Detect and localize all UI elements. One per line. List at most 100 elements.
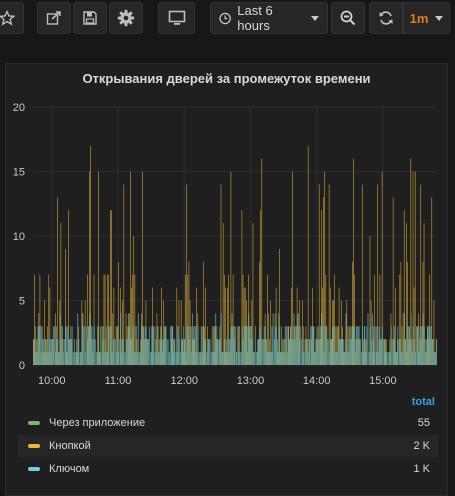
bar-key — [66, 326, 68, 365]
bar-key — [276, 339, 278, 365]
bar-button — [57, 197, 58, 365]
bar-key — [56, 339, 58, 365]
bar-key — [217, 339, 219, 365]
bar-button — [420, 184, 422, 365]
bar-key — [151, 326, 153, 365]
save-icon — [83, 11, 97, 25]
bar-button — [55, 313, 56, 353]
bar-button — [340, 300, 342, 365]
legend-total-header[interactable]: total — [411, 396, 435, 408]
bar-key — [407, 326, 409, 365]
bar-key — [379, 339, 381, 365]
bar-key — [121, 339, 123, 365]
tv-mode-button[interactable] — [158, 2, 195, 34]
bar-button — [418, 313, 419, 365]
bar-key — [346, 352, 348, 365]
share-icon — [46, 11, 61, 25]
bar-key — [278, 313, 280, 365]
bar-key — [89, 313, 91, 365]
bar-key — [261, 339, 263, 365]
bar-key — [141, 326, 143, 365]
bar-button — [180, 300, 182, 365]
save-dashboard-button[interactable] — [73, 2, 107, 34]
bar-button — [35, 326, 36, 365]
legend-series-total: 55 — [417, 417, 430, 429]
bar-button — [251, 300, 253, 365]
bar-key — [400, 352, 402, 365]
bar-key — [293, 313, 295, 365]
bar-key — [35, 352, 37, 365]
bar-key — [285, 326, 287, 365]
bar-key — [214, 352, 216, 365]
bar-key — [197, 326, 199, 365]
bar-key — [255, 352, 258, 365]
bar-key — [212, 326, 214, 365]
bar-button — [47, 326, 48, 365]
share-dashboard-button[interactable] — [37, 2, 71, 34]
bar-key — [262, 339, 264, 365]
bar-key — [402, 339, 404, 365]
bar-key — [299, 339, 301, 365]
bar-key — [182, 339, 184, 365]
bar-key — [150, 352, 152, 365]
bar-key — [355, 339, 357, 365]
bar-key — [39, 326, 41, 365]
door-openings-chart[interactable]: 0 5 10 15 20 10:00 11:00 12:00 13:00 14:00 15:00 — [6, 64, 447, 394]
bar-button — [270, 300, 271, 353]
bar-key — [143, 339, 145, 365]
bar-key — [63, 339, 65, 365]
bar-key — [80, 352, 82, 365]
bar-key — [238, 352, 240, 365]
bar-key — [33, 339, 35, 365]
bar-key — [125, 339, 127, 365]
bar-key — [235, 326, 237, 365]
zoom-out-button[interactable] — [331, 2, 365, 34]
bar-button — [232, 274, 234, 365]
legend-item[interactable]: Ключом 1 K — [18, 458, 438, 480]
bar-key — [205, 339, 207, 365]
bar-key — [329, 339, 331, 365]
bar-key — [311, 326, 313, 365]
star-dashboard-button[interactable] — [0, 2, 24, 34]
bar-key — [215, 313, 217, 365]
legend-series-name: Кнопкой — [49, 440, 91, 452]
bar-key — [55, 352, 57, 365]
bar-key — [328, 352, 330, 365]
bar-button — [230, 171, 232, 365]
bar-key — [378, 326, 380, 365]
bar-key — [370, 339, 372, 365]
refresh-button[interactable] — [369, 2, 403, 34]
bar-key — [109, 326, 111, 365]
chevron-down-icon — [435, 15, 444, 21]
refresh-interval-picker[interactable]: 1m — [403, 2, 450, 34]
bar-key — [403, 313, 405, 365]
bar-key — [342, 339, 344, 365]
bar-key — [45, 339, 47, 365]
bar-key — [196, 352, 198, 365]
time-range-picker[interactable]: Last 6 hours — [210, 2, 328, 34]
bar-key — [274, 326, 276, 365]
bar-key — [83, 326, 85, 365]
bar-key — [385, 352, 387, 365]
legend-item[interactable]: Через приложение 55 — [18, 412, 438, 434]
bar-key — [350, 339, 352, 365]
panel-title[interactable]: Открывания дверей за промежуток времени — [82, 71, 371, 86]
bar-button — [228, 274, 229, 365]
bar-key — [430, 326, 432, 365]
y-tick-label: 5 — [19, 296, 25, 308]
bar-key — [218, 339, 220, 365]
legend-item[interactable]: Кнопкой 2 K — [18, 435, 438, 457]
bar-key — [423, 326, 425, 365]
bar-key — [420, 339, 422, 365]
bar-key — [174, 339, 176, 365]
bar-key — [193, 339, 195, 365]
bar-key — [127, 313, 129, 365]
bar-key — [170, 326, 173, 365]
bar-key — [165, 326, 167, 365]
bar-button — [142, 171, 143, 353]
star-icon — [0, 10, 15, 26]
settings-button[interactable] — [109, 2, 143, 34]
legend-swatch — [28, 467, 40, 471]
bar-key — [132, 326, 134, 365]
bar-key — [347, 339, 349, 365]
